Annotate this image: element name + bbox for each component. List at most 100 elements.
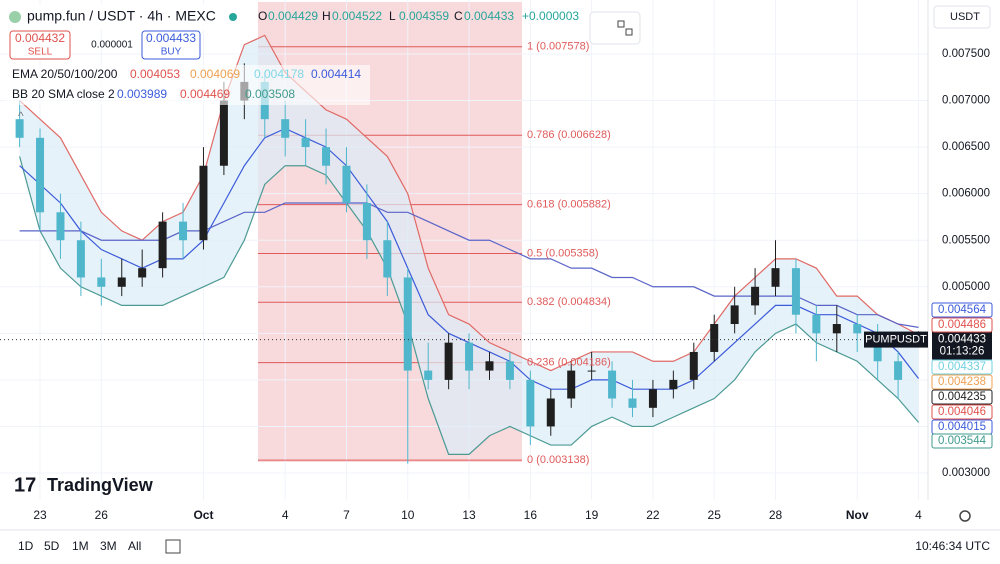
change: +0.000003 — [522, 9, 579, 23]
indicator-tag: 0.004486 — [938, 319, 986, 331]
ohlc-value: 0.004429 — [268, 9, 318, 23]
ohlc-key: H — [322, 9, 331, 23]
price-tag-bg — [932, 331, 992, 360]
indicator-tag: 0.004015 — [938, 421, 986, 433]
indicator-tag: 0.004046 — [938, 406, 986, 418]
countdown: 01:13:26 — [940, 346, 985, 358]
indicator-line — [19, 34, 919, 372]
ohlc-key: C — [454, 9, 463, 23]
fib-label: 1 (0.007578) — [527, 41, 589, 53]
x-tick-label: 26 — [95, 508, 109, 522]
candle-body — [219, 100, 228, 166]
ohlc-value: 0.004433 — [464, 9, 514, 23]
candle-body — [608, 370, 617, 399]
candle-body — [853, 324, 862, 334]
candle-body — [628, 398, 637, 408]
candle-body — [526, 379, 535, 427]
clock: 10:46:34 UTC — [915, 539, 990, 553]
x-tick-label: 28 — [769, 508, 783, 522]
candle-body — [669, 379, 678, 390]
x-tick-label: Oct — [193, 508, 213, 522]
candle-body — [97, 277, 106, 287]
collapse[interactable]: ^ — [18, 109, 24, 123]
candle-body — [424, 370, 433, 380]
candle-body — [383, 240, 392, 278]
candle-body — [342, 165, 351, 203]
candle-body — [76, 240, 85, 278]
header-bg — [2, 4, 252, 30]
candle-body — [444, 342, 453, 380]
candle-body — [648, 389, 657, 408]
buy-price: 0.004433 — [146, 31, 196, 45]
buy-label: BUY — [161, 47, 182, 58]
range-button[interactable]: 5D — [44, 539, 60, 553]
fib-label: 0.786 (0.006628) — [527, 129, 611, 141]
sell-price: 0.004432 — [15, 31, 65, 45]
currency-button[interactable] — [933, 5, 991, 29]
x-tick-label: 4 — [915, 508, 922, 522]
indicator-tag: 0.004337 — [938, 361, 986, 373]
range-button[interactable]: 3M — [100, 539, 117, 553]
y-tick-label: 0.006000 — [942, 188, 990, 200]
icon — [617, 20, 625, 28]
indicator-tag-bg — [931, 302, 993, 318]
x-tick-label: 4 — [282, 508, 289, 522]
x-tick-label: 16 — [524, 508, 538, 522]
candle-body — [587, 370, 596, 372]
buy-button[interactable] — [141, 30, 201, 60]
candle-body — [485, 361, 494, 371]
layout-button[interactable] — [589, 11, 641, 45]
candle-body — [894, 361, 903, 380]
candle-body — [505, 361, 514, 380]
sell-button[interactable] — [9, 30, 71, 60]
ohlc-key: O — [258, 9, 267, 23]
candle-body — [281, 119, 290, 138]
candle-body — [567, 370, 576, 399]
candle-body — [138, 268, 147, 278]
candle-body — [751, 286, 760, 306]
logo: TradingView — [47, 475, 154, 495]
bb-fill — [19, 35, 919, 455]
range-button[interactable]: All — [128, 539, 141, 553]
currency: USDT — [950, 11, 980, 23]
logo-mark: 17 — [14, 474, 36, 496]
x-tick-label: 19 — [585, 508, 599, 522]
indicator-tag: 0.004238 — [938, 376, 986, 388]
sell-label: SELL — [28, 47, 53, 58]
candle-body — [362, 202, 371, 241]
x-tick-label: 13 — [462, 508, 476, 522]
ohlc-value: 0.004359 — [399, 9, 449, 23]
x-tick-label: 7 — [343, 508, 350, 522]
date-picker[interactable] — [165, 539, 181, 554]
candle-body — [117, 277, 126, 287]
fib-label: 0.382 (0.004834) — [527, 296, 611, 308]
y-tick-label: 0.006500 — [942, 141, 990, 153]
ohlc-key: L — [389, 9, 396, 23]
fib-label: 0.618 (0.005882) — [527, 199, 611, 211]
candle-body — [403, 277, 412, 371]
ema-value: 0.004069 — [190, 67, 240, 81]
range-button[interactable]: 1D — [18, 539, 34, 553]
ema-value: 0.004414 — [311, 67, 361, 81]
candle-body — [179, 221, 188, 241]
candle-body — [832, 324, 841, 334]
indicator-tag-bg — [931, 389, 993, 405]
range-button[interactable]: 1M — [72, 539, 89, 553]
candle-body — [771, 268, 780, 287]
y-tick-label: 0.007000 — [942, 95, 990, 107]
indicator-tag-bg — [931, 404, 993, 420]
y-tick-label: 0.005000 — [942, 281, 990, 293]
spread: 0.000001 — [91, 40, 133, 51]
indicator-tag: 0.004564 — [938, 304, 987, 316]
candle-body — [465, 342, 474, 371]
x-tick-label: Nov — [846, 508, 869, 522]
indicator-tag-bg — [931, 374, 993, 390]
ema-label: EMA 20/50/100/200 — [12, 67, 118, 81]
symbol-icon — [9, 11, 21, 23]
settings[interactable] — [959, 510, 971, 522]
candle-body — [322, 147, 331, 166]
candle-body — [15, 119, 24, 138]
candle-body — [791, 268, 800, 315]
bb-value: 0.003989 — [117, 87, 167, 101]
